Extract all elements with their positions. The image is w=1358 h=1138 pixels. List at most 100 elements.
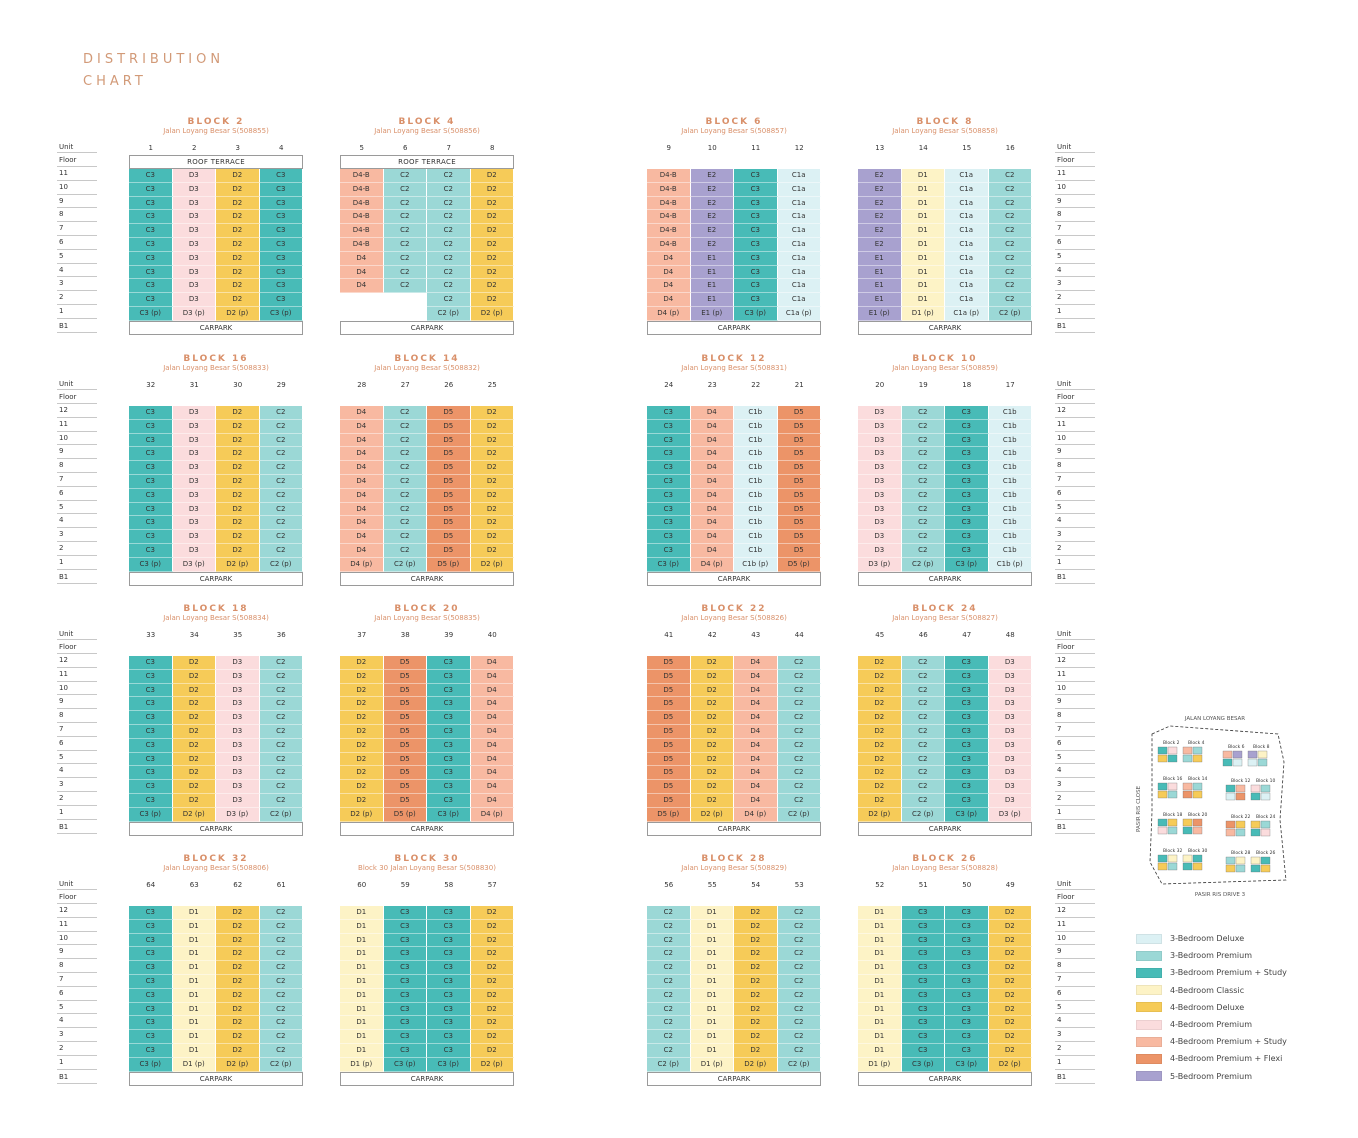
floor-row: C3 D2 D3 C2 [129,656,303,670]
floor-label: Floor [57,390,97,404]
unit-cell: D2 [858,724,902,739]
unit-cell: C3 [734,279,778,294]
unit-cell: D2 [690,780,734,794]
unit-cell: D2 [470,933,514,948]
floor-row: D4 C2 D5 D2 [340,461,514,475]
site-block-label: Block 20 [1188,812,1207,818]
unit-number: 58 [444,881,454,889]
unit-label: Unit [1055,626,1095,640]
unit-cell: C2 [988,251,1032,266]
unit-cell: D5 [427,461,471,475]
unit-grid: D5 D2 D4 C2 D5 D2 D4 C2 D5 D2 D4 C2 D5 D2 D4 C2 D5 D2 D4 C2… [647,656,821,822]
unit-cell: C2 [383,182,427,197]
unit-cell: D2 [470,237,514,252]
unit-cell: C3 [427,1030,471,1044]
unit-cell: D2 [858,711,902,725]
unit-cell: C2 [777,988,821,1003]
unit-cell: C3 [945,516,989,531]
unit-cell: C3 [129,251,173,266]
unit-cell: D4 [470,724,514,739]
unit-cell: C2 [259,656,303,670]
site-unit-mark [1235,820,1246,829]
site-unit-mark [1247,758,1258,767]
unit-cell: D2 [988,1030,1032,1044]
floor-row: C3 D1 D2 C2 [129,919,303,934]
basement-label: B1 [57,570,97,584]
legend-item: 3-Bedroom Premium + Study [1136,964,1287,981]
unit-cell: D1 [858,947,902,962]
legend: 3-Bedroom Deluxe 3-Bedroom Premium 3-Bedro… [1136,930,1287,1085]
unit-cell: C3 [129,433,173,448]
unit-cell: D2 [172,656,216,670]
unit-cell: C2 [777,793,821,808]
unit-cell: C3 [129,474,173,489]
unit-cell: C2 (p) [259,557,303,572]
floor-row: D2 D5 C3 D4 [340,697,514,712]
floor-row: D3 C2 C3 C1b [858,433,1032,448]
unit-cell: D2 [988,933,1032,948]
unit-number: 27 [400,381,410,389]
unit-cell: C3 [945,906,989,920]
floor-row: D3 C2 C3 C1b [858,419,1032,434]
block-block-22: BLOCK 22 Jalan Loyang Besar S(508826) 41 42… [647,604,821,836]
floor-row: C3 D4 C1b D5 [647,461,821,475]
unit-cell: D2 [172,683,216,698]
unit-number: 26 [444,381,454,389]
unit-cell: D3 [988,766,1032,781]
unit-cell: D2 [216,461,260,475]
unit-cell: D2 [690,766,734,781]
unit-cell: D2 [734,1016,778,1031]
unit-cell: D2 [470,543,514,558]
block-block-4: BLOCK 4 Jalan Loyang Besar S(508856) 5 6 7 8 R… [340,117,514,335]
unit-cell: D2 [470,210,514,225]
block-header: BLOCK 26 Jalan Loyang Besar S(508828) [858,854,1032,873]
floor-number: 11 [1055,918,1095,932]
unit-number: 59 [400,881,410,889]
unit-cell: D4 [734,780,778,794]
unit-cell: D1 [858,1016,902,1031]
unit-cell: D4 [340,516,384,531]
unit-cell: D2 [340,669,384,684]
unit-cell: D2 [470,502,514,517]
unit-cell: D5 [427,419,471,434]
unit-cell: D2 [734,1030,778,1044]
floor-row: D1 C3 C3 D2 [340,906,514,920]
unit-cell: D3 [216,656,260,670]
unit-cell: D2 [216,543,260,558]
floor-number: 1 [57,305,97,319]
unit-cell: C1b [988,461,1032,475]
unit-cell: E2 [690,169,734,183]
unit-cell: C1b [734,543,778,558]
unit-cell: C1a [777,196,821,211]
floor-number: 5 [1055,501,1095,515]
unit-cell: D2 (p) [216,557,260,572]
unit-cell: D2 [734,961,778,975]
unit-cell: C2 [777,738,821,753]
unit-number: 21 [794,381,804,389]
unit-cell: C3 [383,988,427,1003]
floor-row: D1 C3 C3 D2 [340,988,514,1003]
unit-cell: D4 [470,766,514,781]
carpark-band: CARPARK [340,320,514,335]
unit-number: 47 [962,631,972,639]
unit-number: 31 [189,381,199,389]
floor-row: D4-B C2 C2 D2 [340,182,514,197]
unit-cell: C2 (p) [259,1057,303,1072]
unit-cell: C3 [945,433,989,448]
floor-row: E2 D1 C1a C2 [858,196,1032,211]
unit-cell: C2 [259,1030,303,1044]
floor-row: C2 D1 D2 C2 [647,919,821,934]
floor-number: 4 [1055,514,1095,529]
unit-cell: D2 [172,669,216,684]
unit-cell: C3 [383,919,427,934]
unit-cell: C3 [647,461,691,475]
unit-cell: D4-B [340,224,384,238]
unit-cell: D2 [470,974,514,989]
floor-row: D1 (p) C3 (p) C3 (p) D2 (p) [340,1057,514,1072]
unit-cell: D3 [172,419,216,434]
block-name: BLOCK 4 [398,117,456,127]
unit-cell: D1 [858,1030,902,1044]
unit-number: 64 [146,881,156,889]
site-unit-mark [1247,750,1258,759]
unit-cell: C2 [901,793,945,808]
